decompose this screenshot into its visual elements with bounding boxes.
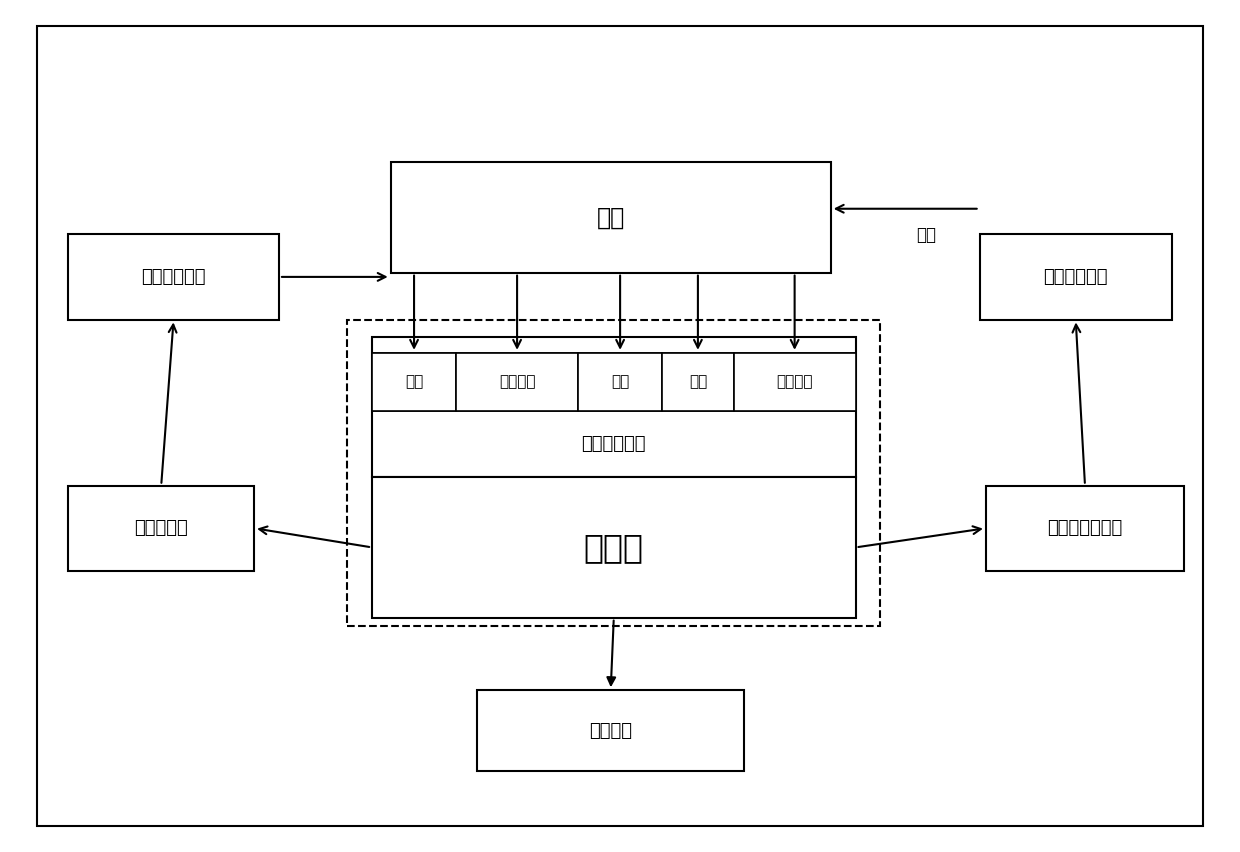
Text: 数据采集装置: 数据采集装置 bbox=[582, 435, 646, 453]
Bar bbox=[734, 353, 856, 411]
Text: 预警切断电源: 预警切断电源 bbox=[141, 268, 206, 286]
Text: 处理器: 处理器 bbox=[584, 531, 644, 564]
Text: 电压: 电压 bbox=[611, 374, 629, 389]
Bar bbox=[372, 477, 856, 618]
Text: 温升速率: 温升速率 bbox=[498, 374, 536, 389]
Text: 电池容量: 电池容量 bbox=[776, 374, 813, 389]
Text: 将要触发热失控: 将要触发热失控 bbox=[1048, 519, 1122, 538]
Bar bbox=[980, 234, 1172, 320]
Bar bbox=[347, 320, 880, 626]
Bar bbox=[372, 337, 856, 477]
Bar bbox=[456, 353, 578, 411]
Bar bbox=[578, 353, 662, 411]
Bar bbox=[372, 353, 856, 411]
Text: 电池冷却系统: 电池冷却系统 bbox=[1043, 268, 1109, 286]
Text: 内阻: 内阻 bbox=[688, 374, 707, 389]
Bar bbox=[477, 690, 744, 771]
Bar bbox=[662, 353, 734, 411]
Text: 温度: 温度 bbox=[405, 374, 423, 389]
Bar bbox=[372, 353, 456, 411]
Bar bbox=[391, 162, 831, 273]
Bar bbox=[68, 234, 279, 320]
Text: 触发热失控: 触发热失控 bbox=[134, 519, 188, 538]
Text: 正常工作: 正常工作 bbox=[589, 722, 632, 740]
Bar bbox=[986, 486, 1184, 571]
Text: 电池: 电池 bbox=[596, 205, 625, 229]
Text: 冷却: 冷却 bbox=[916, 226, 936, 245]
Bar bbox=[68, 486, 254, 571]
